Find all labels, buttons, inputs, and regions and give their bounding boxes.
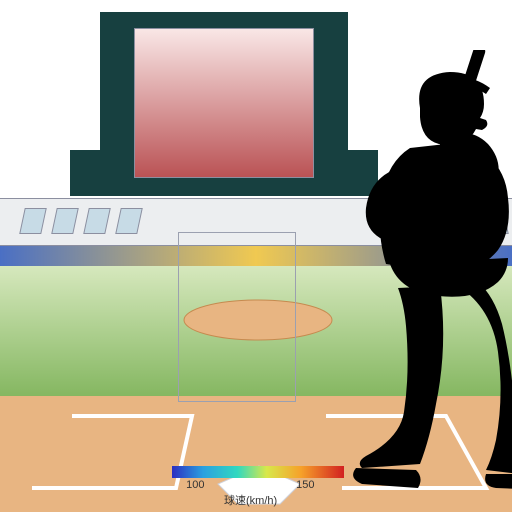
- stands-window: [51, 208, 79, 234]
- speed-colorbar-tick-2: 150: [296, 479, 314, 491]
- stands-window: [481, 208, 509, 234]
- stands-window: [417, 208, 445, 234]
- stands-window: [385, 208, 413, 234]
- stands-window: [19, 208, 47, 234]
- speed-colorbar-tick-1: 100: [186, 479, 204, 491]
- scoreboard-screen: [134, 28, 314, 178]
- stands-window: [83, 208, 111, 234]
- strike-zone: [178, 232, 296, 402]
- speed-colorbar-label: 球速(km/h): [224, 492, 277, 508]
- stands-window: [115, 208, 143, 234]
- stands-window: [449, 208, 477, 234]
- speed-colorbar: [172, 466, 344, 478]
